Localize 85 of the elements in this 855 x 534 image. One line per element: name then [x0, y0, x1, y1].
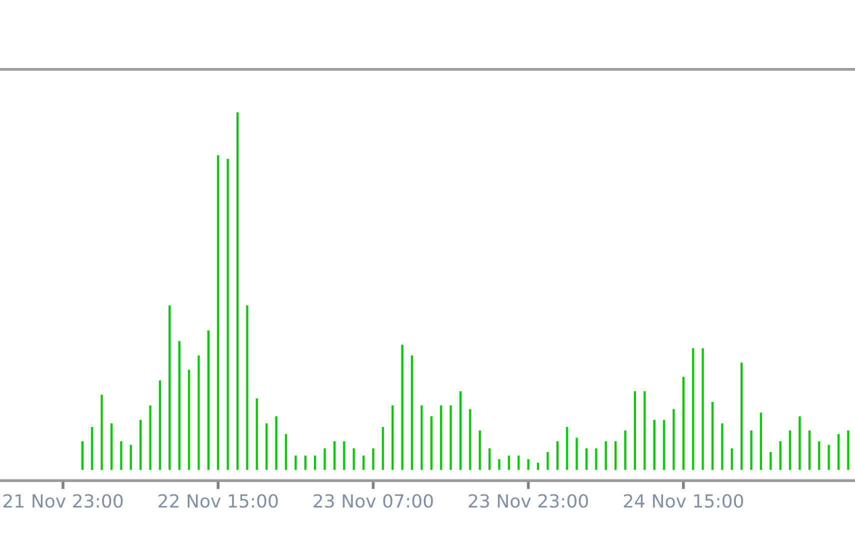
bar — [469, 409, 472, 470]
bar — [226, 158, 229, 470]
bar — [392, 406, 394, 470]
bar — [382, 426, 384, 470]
bar — [653, 420, 656, 470]
x-tick-label: 24 Nov 15:00 — [624, 494, 744, 508]
bar — [139, 420, 142, 470]
bar — [518, 456, 520, 470]
bar — [692, 348, 694, 470]
bar — [488, 448, 491, 470]
bar — [420, 406, 423, 470]
bar — [837, 434, 840, 470]
bar — [828, 444, 830, 470]
bar — [779, 441, 782, 470]
bar — [266, 423, 268, 470]
bar — [450, 406, 452, 470]
bar — [585, 448, 588, 470]
bar — [372, 448, 374, 470]
bar — [91, 426, 94, 470]
bar — [721, 423, 724, 470]
bar — [527, 459, 530, 470]
bar — [275, 416, 278, 470]
bar — [662, 420, 666, 470]
bar — [546, 452, 549, 470]
bar — [343, 441, 346, 470]
bar — [110, 423, 113, 470]
bar — [236, 112, 239, 470]
bar — [188, 370, 190, 470]
bar — [798, 416, 801, 470]
bar — [178, 341, 180, 470]
x-tick-label: 23 Nov 23:00 — [468, 494, 588, 508]
bar — [576, 438, 578, 470]
bar — [566, 426, 568, 470]
bar — [333, 441, 336, 470]
bar — [440, 406, 442, 470]
bar — [168, 305, 171, 470]
bar — [702, 348, 704, 470]
bar — [682, 376, 684, 470]
bar — [362, 456, 365, 470]
bar — [120, 441, 122, 470]
bar — [808, 430, 811, 470]
bar — [478, 430, 481, 470]
bar — [595, 448, 598, 470]
bar — [556, 441, 558, 470]
bar — [498, 459, 500, 470]
bar — [130, 444, 132, 470]
bar — [730, 448, 733, 470]
bar — [624, 430, 626, 470]
x-tick-label: 22 Nov 15:00 — [158, 494, 278, 508]
bar — [672, 409, 675, 470]
bar — [256, 398, 258, 470]
bar — [634, 391, 636, 470]
bar — [740, 362, 743, 470]
bar — [459, 391, 462, 470]
bar — [788, 430, 792, 470]
bar — [304, 456, 306, 470]
bar — [430, 416, 432, 470]
bar — [294, 456, 297, 470]
bar — [508, 456, 510, 470]
bar — [711, 402, 714, 470]
bar — [818, 441, 820, 470]
bar — [750, 430, 752, 470]
bar — [760, 412, 762, 470]
bar — [246, 305, 248, 470]
bar — [536, 462, 540, 470]
bar — [217, 155, 220, 470]
bar — [158, 380, 162, 470]
bar — [614, 441, 617, 470]
bar — [324, 448, 326, 470]
bar — [207, 330, 210, 470]
bar — [198, 355, 200, 470]
bar — [401, 344, 404, 470]
bar — [100, 394, 103, 470]
bar — [284, 434, 288, 470]
bar — [352, 448, 355, 470]
bar — [314, 456, 316, 470]
x-tick-label: 21 Nov 23:00 — [3, 494, 123, 508]
bar — [81, 441, 84, 470]
bar — [604, 441, 607, 470]
bar — [410, 355, 414, 470]
bar — [770, 452, 772, 470]
bar — [644, 391, 646, 470]
bar — [847, 430, 850, 470]
x-tick-label: 23 Nov 07:00 — [314, 494, 433, 508]
bar — [149, 406, 152, 470]
